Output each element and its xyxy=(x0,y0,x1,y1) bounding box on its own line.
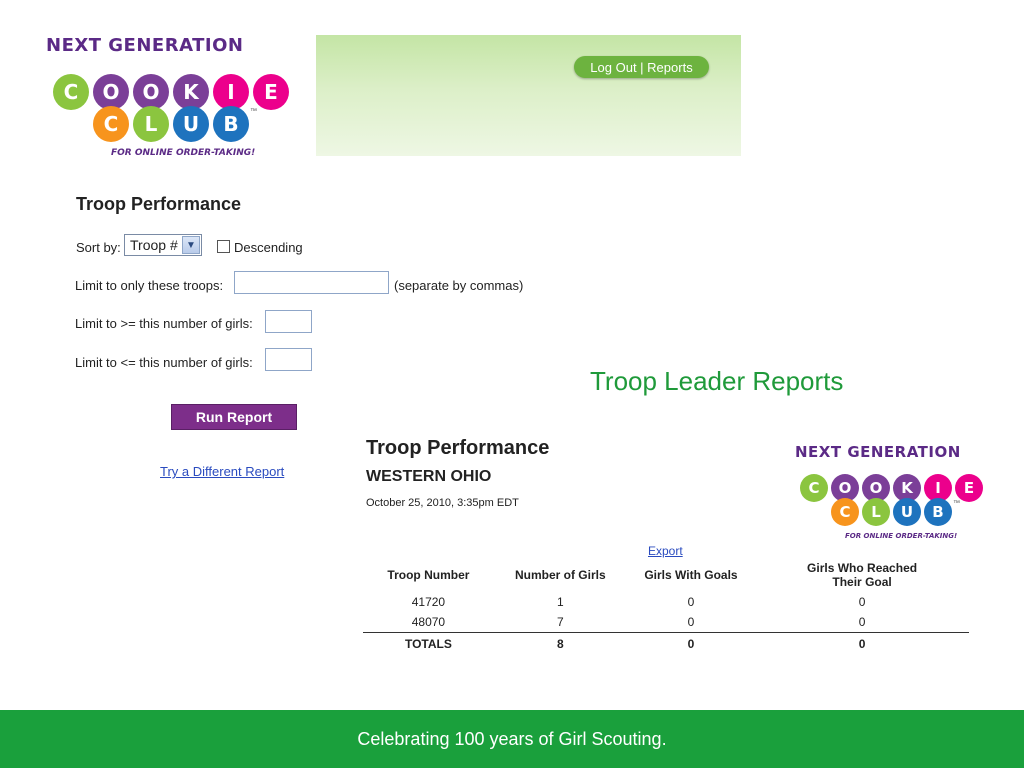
logo-letter: L xyxy=(871,503,881,521)
logo-letter-ball: E xyxy=(955,474,983,502)
logo-letter-ball: O xyxy=(862,474,890,502)
max-girls-input[interactable] xyxy=(265,348,312,371)
logo-letter: O xyxy=(838,479,852,497)
logo-letter-ball: O xyxy=(133,74,169,110)
descending-label: Descending xyxy=(234,240,303,255)
logo-letter-ball: U xyxy=(173,106,209,142)
logo-letter: E xyxy=(264,80,278,104)
logo-letter: L xyxy=(144,112,158,136)
col-girls-reached-goal: Girls Who Reached Their Goal xyxy=(807,561,918,589)
report-cookie-club-logo: C O O K I E C L U B ™ xyxy=(800,474,1000,530)
export-link[interactable]: Export xyxy=(648,544,683,558)
header-nav-pill: Log Out | Reports xyxy=(574,56,709,78)
logo-letter-ball: L xyxy=(862,498,890,526)
logo-letter-ball: C xyxy=(53,74,89,110)
logo-letter-ball: O xyxy=(831,474,859,502)
logo-tagline: FOR ONLINE ORDER-TAKING! xyxy=(111,148,256,158)
table-row: 48070 7 0 0 xyxy=(363,612,969,633)
report-council: WESTERN OHIO xyxy=(366,468,492,485)
footer-text: Celebrating 100 years of Girl Scouting. xyxy=(357,728,667,749)
sort-select-value: Troop # xyxy=(130,237,178,253)
logo-letter: U xyxy=(900,503,914,521)
report-timestamp: October 25, 2010, 3:35pm EDT xyxy=(366,497,519,509)
logo-letter-ball: B xyxy=(213,106,249,142)
table-row: 41720 1 0 0 xyxy=(363,592,969,612)
logo-letter: B xyxy=(932,503,944,521)
cell: 8 xyxy=(493,632,627,655)
logo-letter: B xyxy=(223,112,239,136)
logo-letter: I xyxy=(935,479,941,497)
reports-link[interactable]: Reports xyxy=(647,59,693,75)
logo-letter: I xyxy=(227,80,235,104)
cookie-club-logo: C O O K I E C L U B ™ xyxy=(53,74,303,144)
cell: 0 xyxy=(858,595,866,609)
logo-letter-ball: C xyxy=(93,106,129,142)
run-report-button[interactable]: Run Report xyxy=(171,404,297,430)
try-different-report-link[interactable]: Try a Different Report xyxy=(160,464,285,479)
col-girls-with-goals: Girls With Goals xyxy=(644,568,738,582)
logo-letter: E xyxy=(963,479,975,497)
logo-letter-ball: E xyxy=(253,74,289,110)
section-title: Troop Leader Reports xyxy=(590,366,844,396)
report-logo-tagline: FOR ONLINE ORDER-TAKING! xyxy=(845,532,958,540)
logo-letter-ball: K xyxy=(173,74,209,110)
sort-label: Sort by: xyxy=(76,240,121,255)
logo-letter: C xyxy=(839,503,851,521)
logo-letter: U xyxy=(182,112,200,136)
logo-letter-ball: L xyxy=(133,106,169,142)
logo-letter: C xyxy=(808,479,820,497)
logo-letter-ball: C xyxy=(831,498,859,526)
cell: 0 xyxy=(755,632,969,655)
cell: 0 xyxy=(687,615,695,629)
logo-letter-ball: K xyxy=(893,474,921,502)
report-title: Troop Performance xyxy=(366,437,550,459)
trademark-mark: ™ xyxy=(953,500,960,507)
logo-letter-ball: U xyxy=(893,498,921,526)
logo-letter-ball: O xyxy=(93,74,129,110)
table-header-row: Troop Number Number of Girls Girls With … xyxy=(363,558,969,592)
header-banner xyxy=(316,35,741,156)
sort-select[interactable]: Troop # ▼ xyxy=(124,234,202,256)
logo-letter: O xyxy=(102,80,120,104)
logo-letter-ball: I xyxy=(213,74,249,110)
logo-title: NEXT GENERATION xyxy=(46,35,244,56)
col-number-of-girls: Number of Girls xyxy=(514,568,606,582)
logo-letter: C xyxy=(63,80,79,104)
limit-troops-hint: (separate by commas) xyxy=(394,278,524,293)
report-table: Troop Number Number of Girls Girls With … xyxy=(363,558,969,655)
cell: 0 xyxy=(687,595,695,609)
limit-troops-input[interactable] xyxy=(234,271,389,294)
min-girls-input[interactable] xyxy=(265,310,312,333)
cell: 7 xyxy=(556,615,564,629)
footer-bar: Celebrating 100 years of Girl Scouting. xyxy=(0,710,1024,768)
logo-letter: K xyxy=(183,80,199,104)
cell: 41720 xyxy=(411,595,446,609)
report-logo-title: NEXT GENERATION xyxy=(795,443,961,461)
trademark-mark: ™ xyxy=(250,108,257,115)
descending-checkbox[interactable] xyxy=(217,240,230,253)
logout-link[interactable]: Log Out xyxy=(590,59,637,75)
logo-letter: K xyxy=(901,479,913,497)
nav-separator: | xyxy=(636,59,648,75)
logo-letter-ball: B xyxy=(924,498,952,526)
max-girls-label: Limit to <= this number of girls: xyxy=(75,355,253,370)
logo-letter: C xyxy=(103,112,119,136)
min-girls-label: Limit to >= this number of girls: xyxy=(75,316,253,331)
cell: 48070 xyxy=(411,615,446,629)
cell: 0 xyxy=(858,615,866,629)
totals-row: TOTALS 8 0 0 xyxy=(363,632,969,655)
form-title: Troop Performance xyxy=(76,194,242,214)
logo-letter: O xyxy=(142,80,160,104)
cell: TOTALS xyxy=(363,632,494,655)
cell: 0 xyxy=(626,632,756,655)
limit-troops-label: Limit to only these troops: xyxy=(75,278,224,293)
col-troop-number: Troop Number xyxy=(387,568,470,582)
cell: 1 xyxy=(556,595,564,609)
logo-letter: O xyxy=(869,479,883,497)
logo-letter-ball: I xyxy=(924,474,952,502)
chevron-down-icon[interactable]: ▼ xyxy=(182,236,200,254)
logo-letter-ball: C xyxy=(800,474,828,502)
